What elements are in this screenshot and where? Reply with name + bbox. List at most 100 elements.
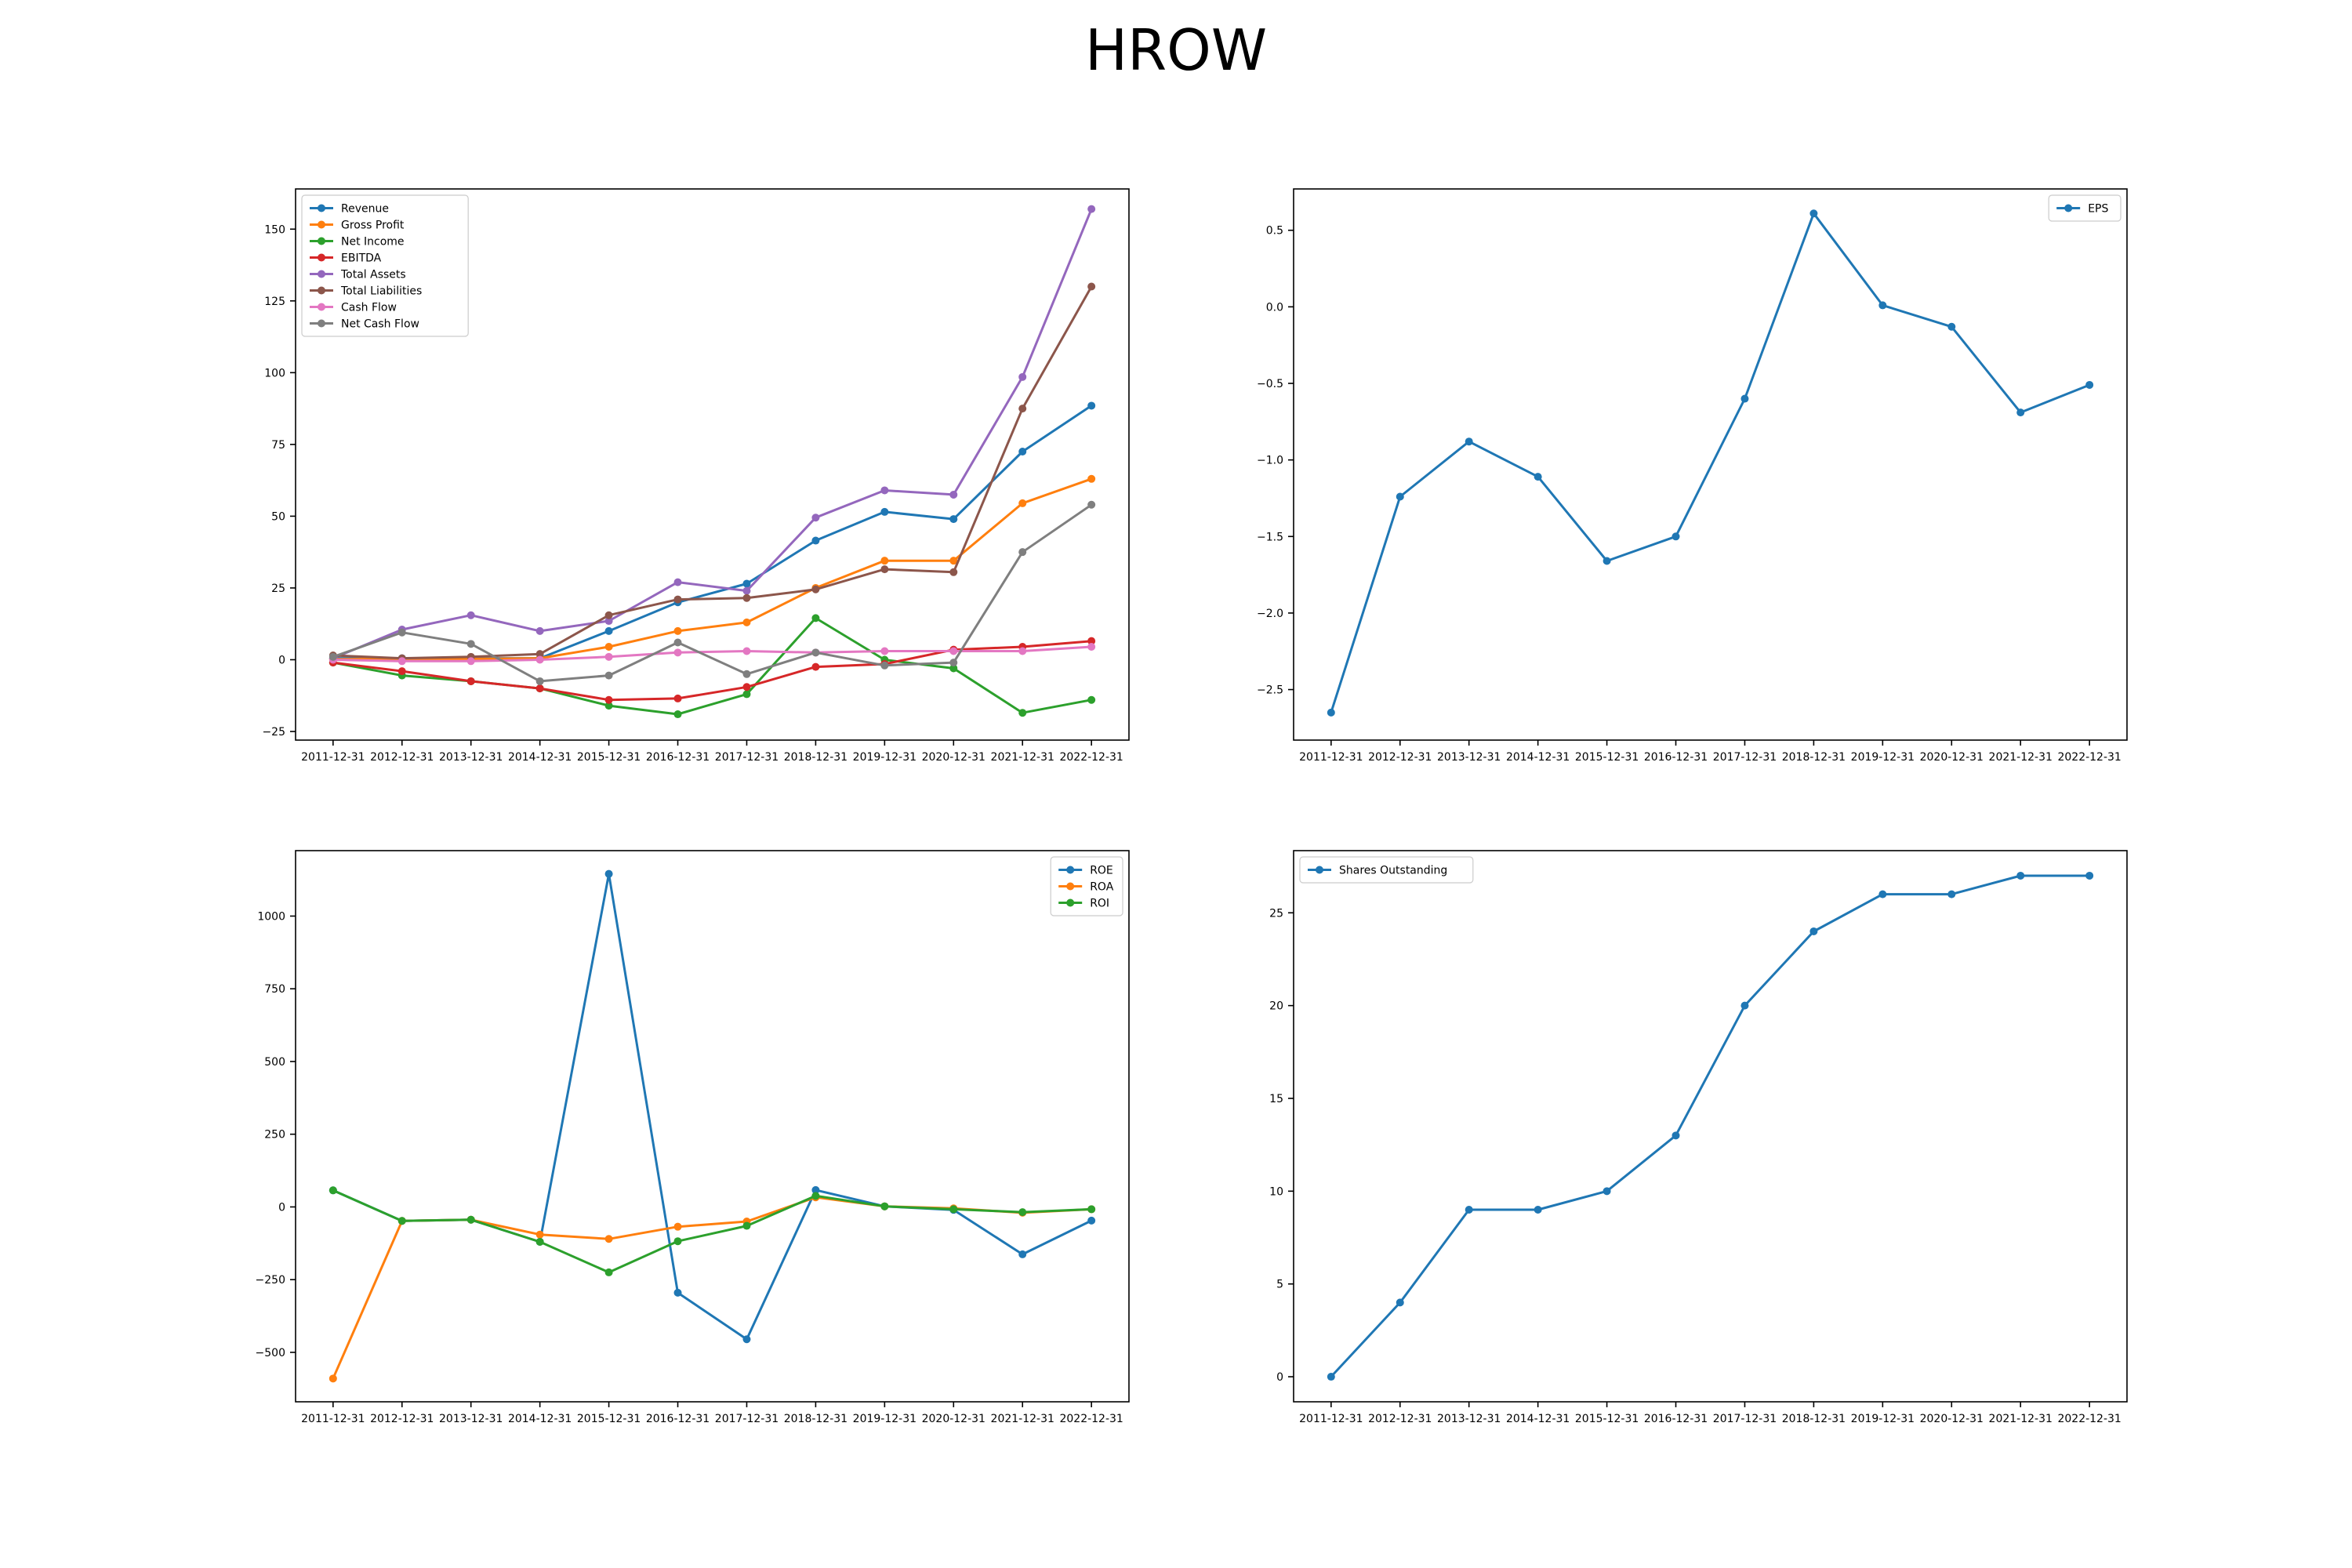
series-line [332, 477, 1092, 661]
y-tick-label: 100 [264, 367, 285, 379]
legend-marker [318, 286, 325, 295]
y-tick-label: 0 [278, 1201, 285, 1214]
data-point [604, 1268, 613, 1276]
x-tick-label: 2012-12-31 [370, 1413, 434, 1425]
data-point [466, 640, 475, 648]
data-point [535, 684, 544, 693]
data-point [1018, 647, 1027, 655]
data-point [811, 662, 820, 671]
legend-label: ROA [1090, 881, 1114, 894]
data-point [880, 507, 889, 516]
series-gross-profit [328, 474, 1096, 663]
x-tick-label: 2016-12-31 [1644, 1413, 1708, 1425]
data-point [1602, 1187, 1611, 1196]
series-total-liabilities [328, 282, 1096, 662]
data-point [466, 677, 475, 685]
series-line [332, 285, 1093, 660]
data-point [535, 1230, 544, 1239]
legend-label: Cash Flow [341, 302, 397, 314]
legend-marker [318, 303, 325, 311]
x-tick-label: 2019-12-31 [853, 751, 916, 764]
data-point [949, 659, 958, 667]
x-tick-label: 2018-12-31 [1782, 1413, 1846, 1425]
data-point [604, 702, 613, 710]
series-shares-outstanding [1327, 871, 2094, 1381]
x-tick-label: 2018-12-31 [784, 1413, 848, 1425]
data-point [1465, 437, 1473, 446]
y-tick-label: 0 [1276, 1371, 1283, 1384]
series-line [1330, 874, 2090, 1378]
data-point [2016, 871, 2025, 880]
series-line [332, 616, 1092, 716]
data-point [535, 655, 544, 664]
x-tick-label: 2017-12-31 [715, 751, 779, 764]
legend-marker [318, 204, 325, 212]
data-point [742, 1221, 751, 1230]
x-tick-label: 2013-12-31 [1437, 751, 1501, 764]
legend-marker [318, 319, 325, 328]
chart-2: −2.5 −2.0 −1.5 −1.0 −0.5 0.0 0.5 2011-12-31 2012… [1257, 188, 2128, 764]
data-point [1018, 448, 1027, 456]
x-tick-label: 2017-12-31 [1713, 1413, 1777, 1425]
x-tick-label: 2011-12-31 [1299, 1413, 1363, 1425]
data-point [673, 1237, 682, 1246]
legend-label: EPS [2088, 203, 2108, 216]
legend: ROE ROA ROI [1050, 856, 1123, 916]
x-tick-label: 2016-12-31 [646, 1413, 710, 1425]
data-point [1396, 1298, 1404, 1307]
data-point [742, 647, 751, 655]
data-point [1018, 499, 1027, 507]
data-point [328, 652, 337, 661]
y-tick-label: 20 [1269, 1000, 1283, 1013]
data-point [604, 617, 613, 626]
series-net-income [328, 614, 1096, 719]
data-point [1087, 1216, 1096, 1225]
y-tick-label: 15 [1269, 1093, 1283, 1105]
data-point [673, 638, 682, 647]
x-tick-label: 2019-12-31 [1851, 751, 1915, 764]
x-tick-label: 2016-12-31 [646, 751, 710, 764]
x-tick-label: 2014-12-31 [1506, 751, 1570, 764]
data-point [949, 557, 958, 565]
x-tick-label: 2013-12-31 [439, 1413, 503, 1425]
data-point [742, 1335, 751, 1344]
x-tick-label: 2013-12-31 [439, 751, 503, 764]
y-tick-label: 0 [278, 654, 285, 666]
x-tick-label: 2015-12-31 [1575, 1413, 1639, 1425]
data-point [2085, 380, 2094, 389]
data-point [811, 1185, 820, 1194]
y-tick-label: 150 [264, 223, 285, 236]
series-line [332, 645, 1092, 662]
x-tick-label: 2011-12-31 [1299, 751, 1363, 764]
series-line [332, 1189, 1092, 1274]
legend-label: ROI [1090, 898, 1109, 910]
y-tick-label: −0.5 [1257, 378, 1283, 390]
data-point [811, 614, 820, 622]
data-point [397, 1217, 406, 1225]
chart-1: −25 0 25 50 75 100 125 150 2011-12-31 2012-12-31 2… [262, 188, 1130, 764]
data-point [1087, 401, 1096, 410]
data-point [949, 490, 958, 499]
plot-area-frame [295, 188, 1130, 741]
data-point [1018, 1250, 1027, 1258]
y-tick-label: 125 [264, 296, 285, 308]
data-point [811, 536, 820, 545]
data-point [604, 695, 613, 704]
data-point [1534, 473, 1542, 481]
data-point [1740, 394, 1749, 403]
series-eps [1327, 209, 2094, 717]
x-tick-label: 2015-12-31 [577, 751, 641, 764]
data-point [811, 514, 820, 522]
x-tick-label: 2018-12-31 [1782, 751, 1846, 764]
x-tick-label: 2015-12-31 [1575, 751, 1639, 764]
series-cash-flow [328, 643, 1096, 666]
data-point [742, 618, 751, 626]
legend-label: Shares Outstanding [1339, 865, 1447, 877]
data-point [949, 647, 958, 655]
x-tick-label: 2017-12-31 [1713, 751, 1777, 764]
legend-marker [318, 253, 325, 262]
data-point [1947, 890, 1956, 898]
data-point [1327, 708, 1335, 717]
data-point [1534, 1206, 1542, 1214]
